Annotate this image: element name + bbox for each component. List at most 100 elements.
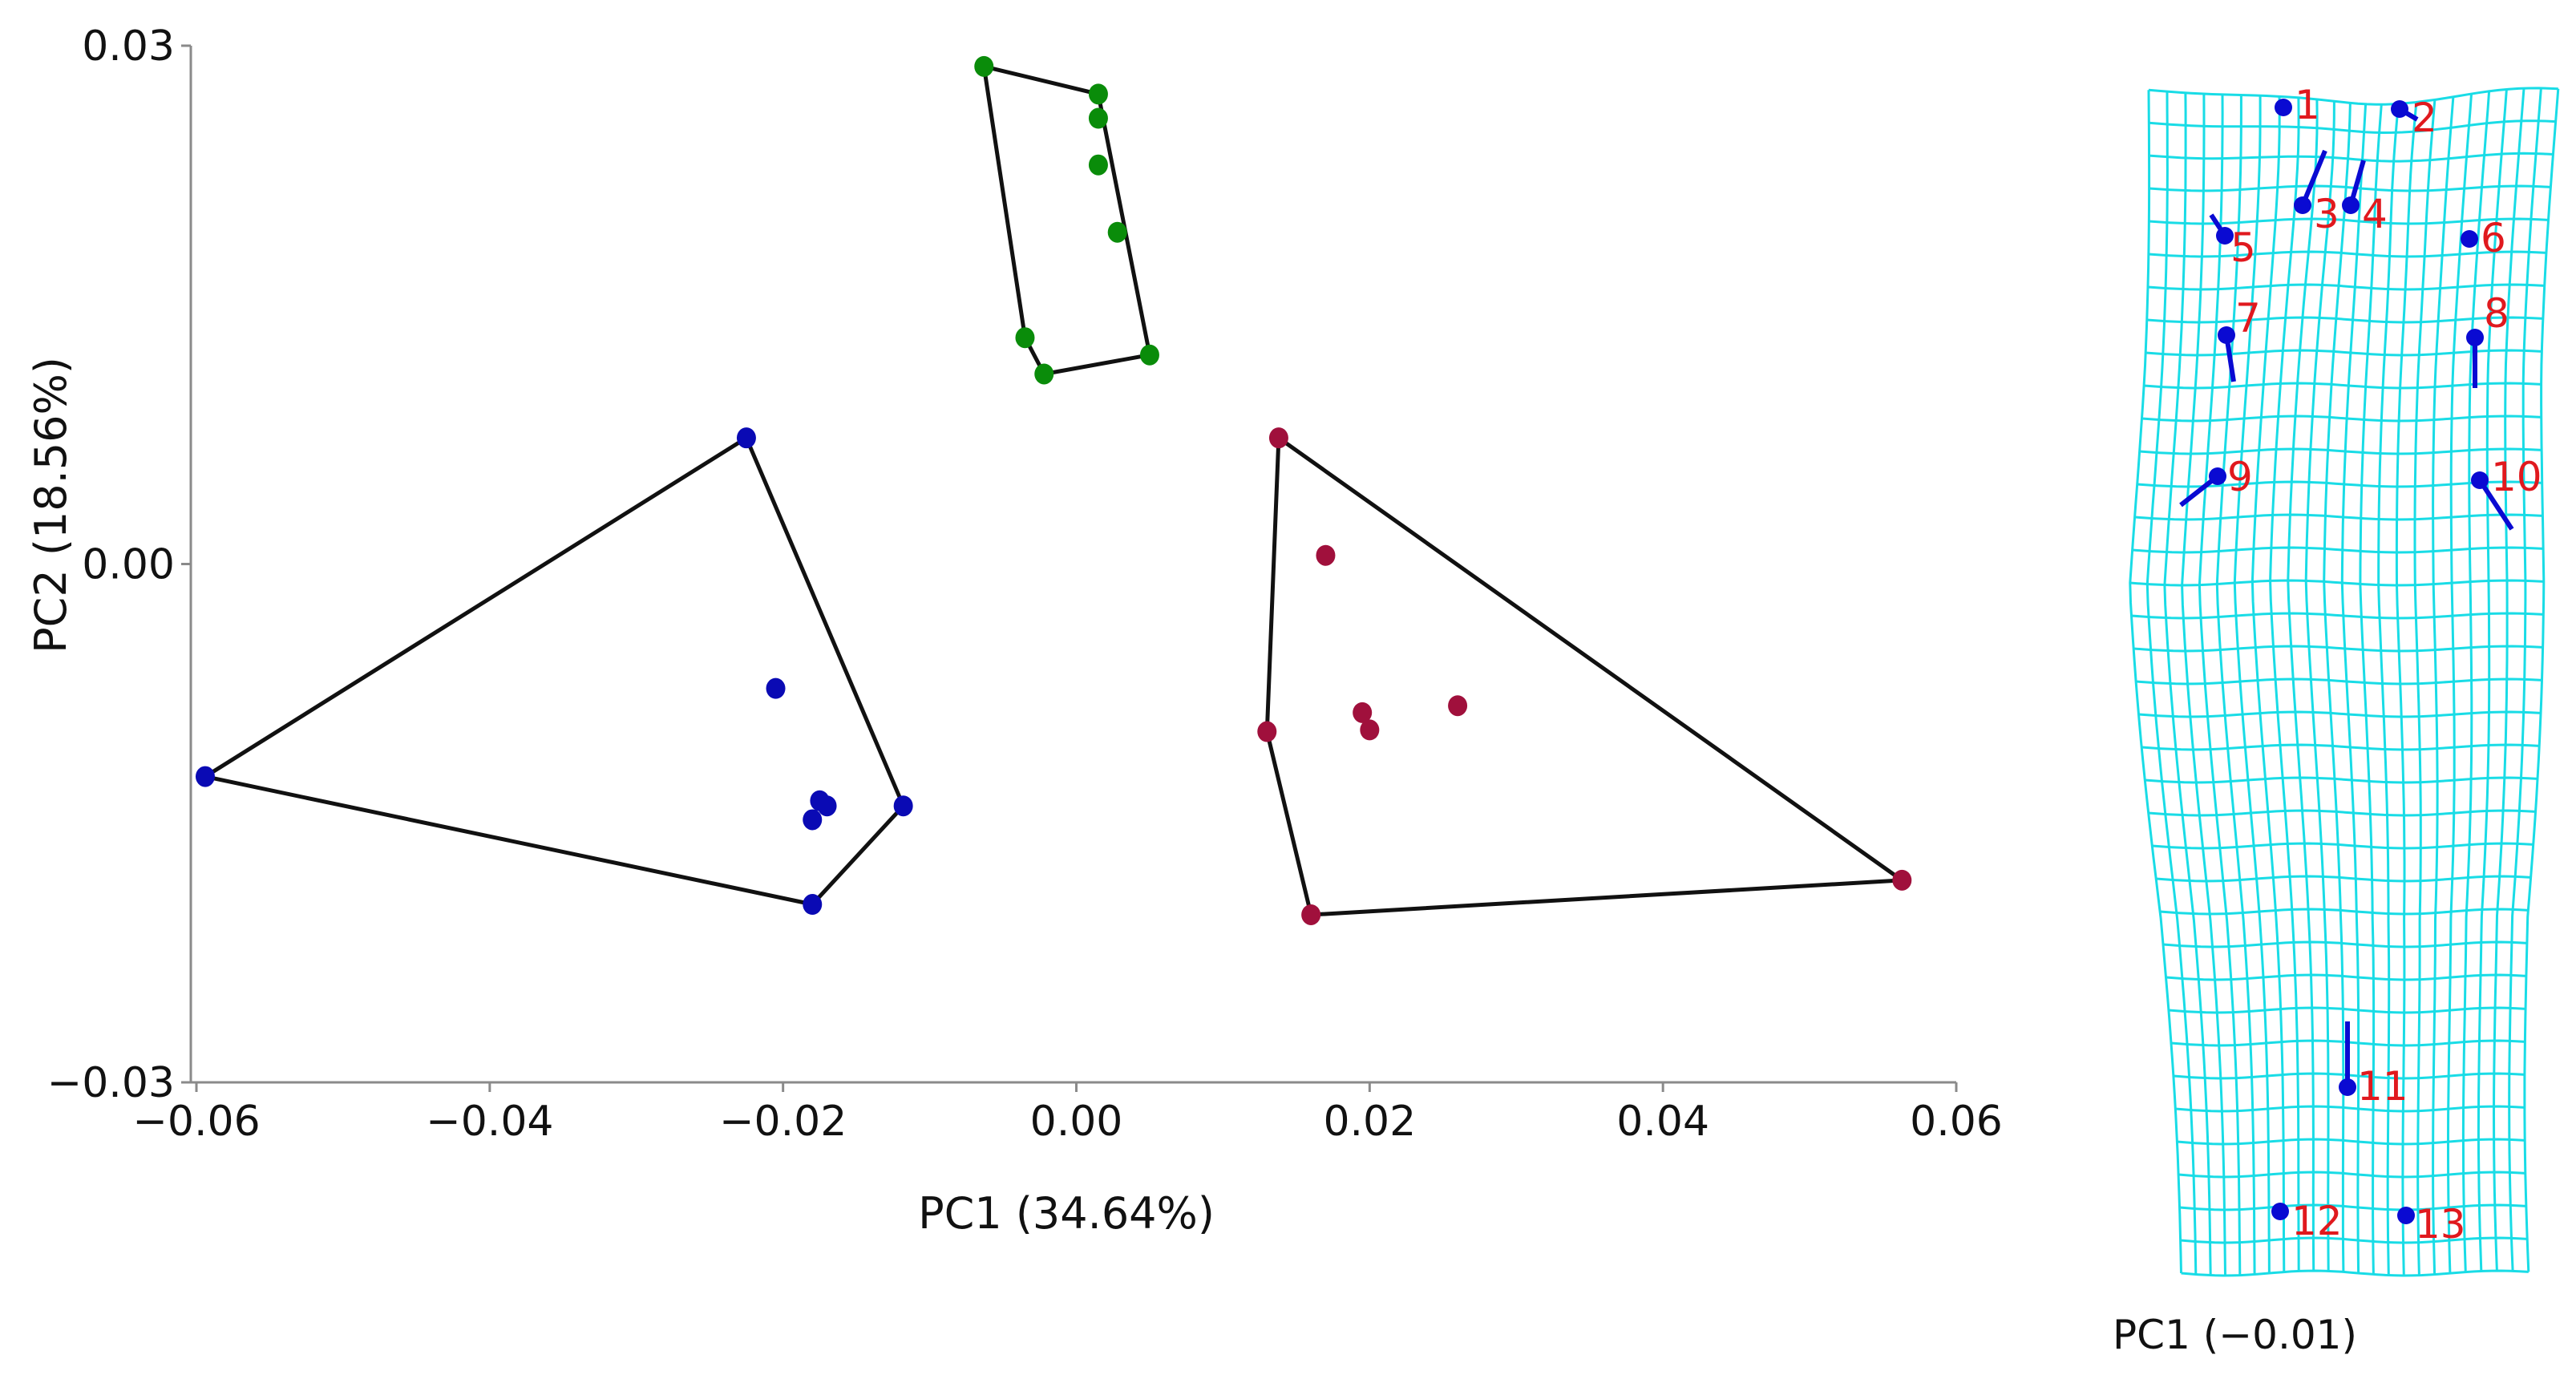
landmark-label: 8 (2484, 290, 2509, 337)
data-points (195, 55, 1912, 925)
grid-line-v (2304, 101, 2335, 1272)
x-tick-label: −0.04 (426, 1098, 553, 1146)
grid-line-h (2162, 940, 2527, 948)
grid-line-h (2149, 119, 2556, 135)
landmark-label: 4 (2362, 191, 2388, 237)
grid-line-h (2148, 87, 2558, 106)
grid-line-v (2163, 92, 2212, 1276)
grid-line-h (2159, 908, 2529, 916)
landmark-point (2271, 1203, 2289, 1220)
data-point (1015, 327, 1035, 349)
grid-line-h (2143, 382, 2542, 390)
landmark-point (2275, 99, 2292, 116)
grid-line-h (2166, 973, 2526, 981)
grid-line-h (2179, 1203, 2526, 1211)
data-point (893, 795, 913, 817)
data-point (803, 894, 823, 916)
grid-line-v (2377, 103, 2400, 1276)
grid-line-v (2250, 96, 2286, 1272)
landmark-label: 12 (2291, 1198, 2343, 1244)
grid-line-v (2269, 97, 2300, 1272)
grid-line-h (2180, 1236, 2528, 1244)
landmark-point (2466, 329, 2484, 346)
grid-line-v (2523, 88, 2560, 1272)
grid-line-h (2139, 447, 2542, 455)
grid-line-v (2233, 95, 2271, 1274)
data-point (1316, 544, 1336, 566)
data-point (1088, 154, 1108, 176)
x-tick-label: −0.02 (719, 1098, 847, 1146)
x-axis-label: PC1 (34.64%) (918, 1188, 1215, 1239)
grid-line-v (2198, 94, 2242, 1276)
landmarks (2209, 99, 2489, 1224)
data-point (766, 677, 786, 699)
y-ticks: 0.03 0.00 −0.03 (47, 22, 191, 1107)
grid-line-h (2181, 1269, 2529, 1277)
data-point (1301, 904, 1321, 925)
landmark-point (2342, 196, 2360, 214)
grid-line-h (2133, 645, 2543, 653)
grid-line-h (2152, 842, 2534, 850)
landmark-point (2339, 1078, 2356, 1096)
data-point (1257, 721, 1277, 742)
grid-line-v (2323, 103, 2352, 1272)
y-tick-label: 0.03 (82, 22, 175, 71)
landmark-label: 6 (2481, 215, 2506, 261)
grid-line-h (2145, 349, 2542, 357)
landmark-vector (2477, 479, 2514, 531)
grid-line-h (2135, 677, 2542, 685)
data-point (1353, 702, 1373, 723)
grid-line-h (2145, 776, 2538, 784)
grid-line-h (2173, 1072, 2525, 1080)
grid-line-h (2149, 184, 2551, 192)
x-tick-label: 0.02 (1323, 1098, 1416, 1146)
data-point (1360, 719, 1380, 741)
grid-line-h (2131, 612, 2544, 620)
grid-line-h (2149, 152, 2554, 163)
deformation-grid (2129, 87, 2560, 1277)
grid-line-v (2461, 91, 2491, 1272)
grid-line-h (2175, 1105, 2525, 1113)
grid-line-v (2145, 91, 2198, 1275)
landmark-label: 9 (2227, 454, 2253, 500)
data-point (1088, 83, 1108, 105)
landmark-label: 11 (2357, 1063, 2408, 1110)
landmark-label: 5 (2230, 224, 2256, 271)
y-tick-label: −0.03 (47, 1059, 175, 1107)
grid-caption: PC1 (−0.01) (2113, 1312, 2357, 1358)
grid-line-v (2340, 103, 2368, 1273)
grid-line-h (2138, 710, 2542, 718)
grid-line-v (2447, 93, 2473, 1274)
grid-line-h (2129, 579, 2544, 587)
landmark-point (2471, 471, 2489, 489)
data-point (1268, 427, 1288, 449)
landmark-point (2461, 230, 2478, 248)
x-tick-label: 0.00 (1030, 1098, 1123, 1146)
x-tick-label: 0.04 (1616, 1098, 1709, 1146)
landmark-label: 10 (2491, 454, 2542, 500)
grid-line-h (2134, 513, 2543, 521)
grid-line-v (2181, 93, 2226, 1276)
landmark-label: 7 (2235, 295, 2261, 342)
data-point (1088, 107, 1108, 129)
hull-group-3 (1264, 435, 1904, 917)
grid-line-h (2141, 743, 2540, 751)
landmark-label: 1 (2295, 82, 2320, 128)
convex-hulls (203, 64, 1904, 917)
data-point (1892, 869, 1912, 891)
landmark-label: 3 (2314, 191, 2339, 237)
landmark-point (2391, 100, 2408, 118)
grid-line-v (2508, 87, 2542, 1272)
data-point (195, 766, 215, 787)
landmark-vector (2300, 149, 2327, 207)
landmark-label: 13 (2415, 1201, 2466, 1248)
y-tick-label: 0.00 (82, 541, 175, 589)
hull-group-2 (981, 64, 1152, 376)
grid-line-h (2148, 809, 2536, 817)
landmark-point (2216, 227, 2234, 245)
grid-line-h (2178, 1171, 2525, 1179)
